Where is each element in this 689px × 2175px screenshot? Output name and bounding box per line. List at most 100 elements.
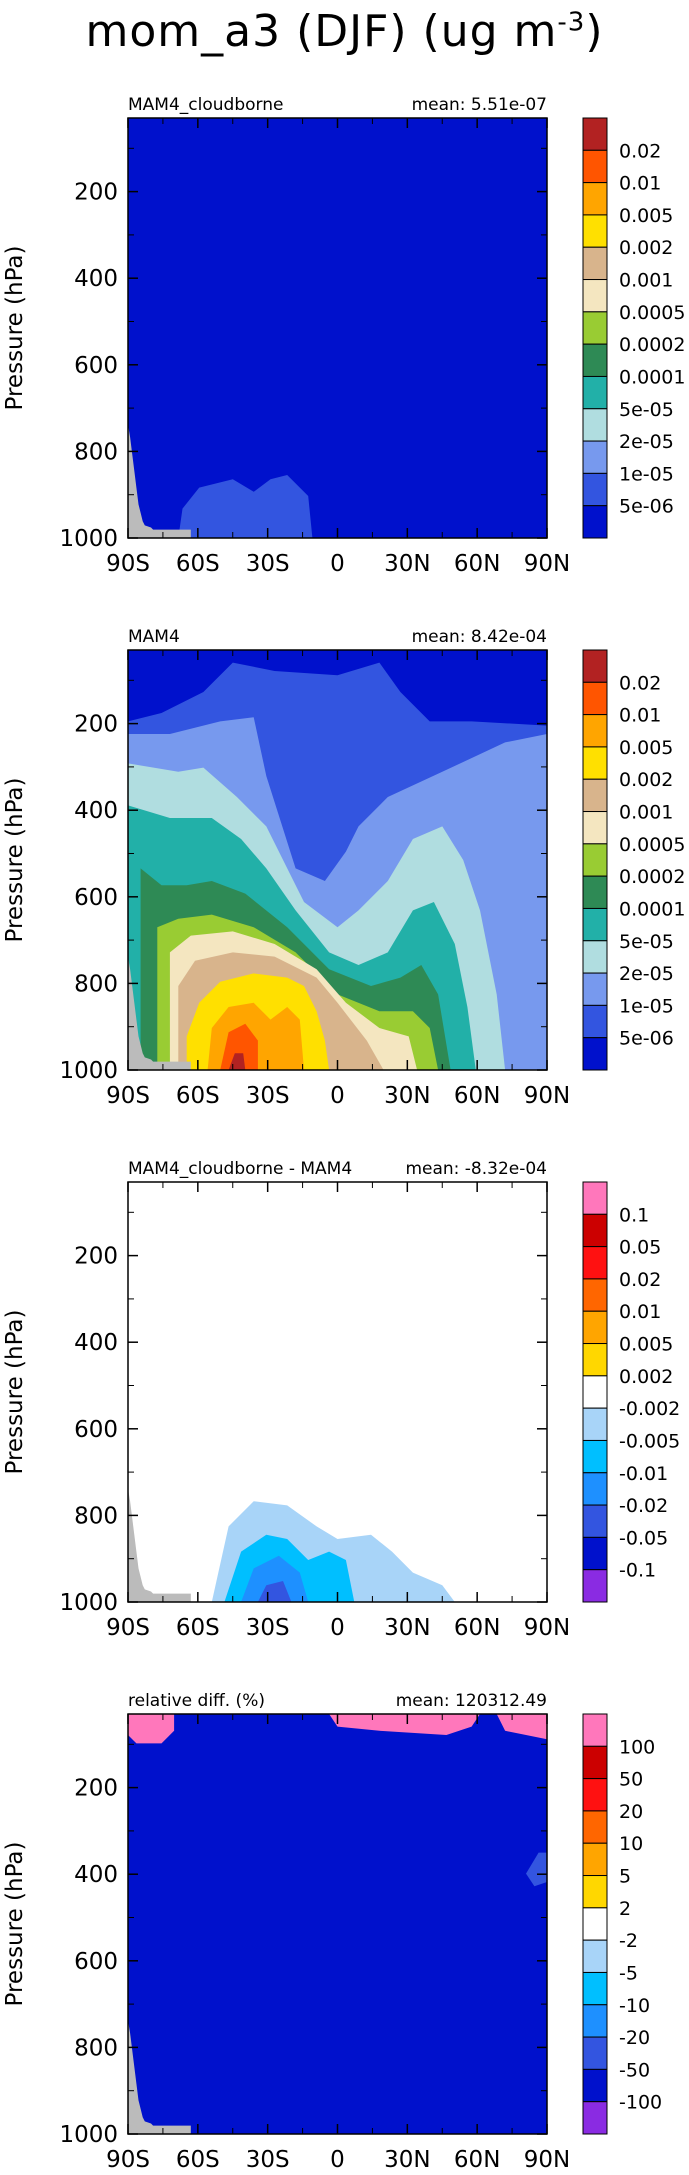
colorbar-label: -2 xyxy=(619,1930,638,1952)
panel-label: relative diff. (%) xyxy=(128,1691,265,1711)
x-tick-label: 60S xyxy=(176,1083,220,1109)
colorbar-box xyxy=(582,2004,608,2038)
x-tick-label: 0 xyxy=(330,1083,345,1109)
y-tick-label: 600 xyxy=(74,353,118,379)
colorbar-box xyxy=(582,505,608,539)
colorbar-label: 0.01 xyxy=(619,1301,661,1323)
x-tick-label: 90S xyxy=(106,1615,150,1641)
colorbar-box xyxy=(582,1907,608,1941)
colorbar-label: 10 xyxy=(619,1833,643,1855)
colorbar-label: 0.001 xyxy=(619,270,673,292)
x-tick-label: 30N xyxy=(384,551,430,577)
x-tick-label: 30S xyxy=(246,2147,290,2173)
colorbar-box xyxy=(582,440,608,474)
colorbar-label: 0.002 xyxy=(619,1366,673,1388)
colorbar-label: 0.002 xyxy=(619,237,673,259)
panel-label: MAM4_cloudborne xyxy=(128,95,283,115)
colorbar-box xyxy=(582,472,608,507)
x-tick-label: 30N xyxy=(384,2147,430,2173)
y-tick-label: 1000 xyxy=(59,1590,118,1616)
x-tick-label: 90N xyxy=(524,1615,570,1641)
colorbar-box xyxy=(582,246,608,281)
colorbar-label: 5e-05 xyxy=(619,931,674,953)
y-tick-label: 400 xyxy=(74,798,118,824)
y-axis-label: Pressure (hPa) xyxy=(2,1842,28,2007)
colorbar-box xyxy=(582,940,608,974)
y-tick-label: 800 xyxy=(74,1503,118,1529)
plot-background xyxy=(128,1182,547,1602)
colorbar-label: 5 xyxy=(619,1866,631,1888)
y-tick-label: 1000 xyxy=(59,2122,118,2148)
x-tick-label: 60N xyxy=(454,1083,500,1109)
y-tick-label: 200 xyxy=(74,1244,118,1270)
colorbar-box xyxy=(582,182,608,216)
contour-panel-3: MAM4_cloudborne - MAM4 mean: -8.32e-04 200… xyxy=(2,1159,680,1641)
figure-title: mom_a3 (DJF) (ug m-3) xyxy=(0,6,689,57)
colorbar-box xyxy=(582,778,608,813)
colorbar-box xyxy=(582,408,608,442)
x-tick-label: 60S xyxy=(176,551,220,577)
colorbar-label: -20 xyxy=(619,2027,650,2049)
y-tick-label: 600 xyxy=(74,885,118,911)
colorbar-box xyxy=(582,1875,608,1909)
colorbar-box xyxy=(582,1778,608,1812)
x-tick-label: 0 xyxy=(330,551,345,577)
colorbar-label: -0.002 xyxy=(619,1398,680,1420)
colorbar-box xyxy=(582,1037,608,1071)
y-tick-label: 800 xyxy=(74,2035,118,2061)
colorbar-label: 0.01 xyxy=(619,705,661,727)
y-axis-label: Pressure (hPa) xyxy=(2,246,28,411)
x-tick-label: 60S xyxy=(176,1615,220,1641)
colorbar-label: -0.02 xyxy=(619,1495,668,1517)
plot-background xyxy=(128,118,547,538)
colorbar-box xyxy=(582,2068,608,2103)
panel-mean-label: mean: 5.51e-07 xyxy=(412,95,547,115)
x-tick-label: 30S xyxy=(246,1615,290,1641)
contour-fill-region xyxy=(241,1555,309,1602)
x-tick-label: 90S xyxy=(106,2147,150,2173)
colorbar-box xyxy=(582,1472,608,1506)
colorbar-box xyxy=(582,907,608,942)
colorbar-label: 0.0005 xyxy=(619,302,685,324)
colorbar-box xyxy=(582,343,608,377)
colorbar-box xyxy=(582,811,608,845)
colorbar-label: 5e-05 xyxy=(619,399,674,421)
colorbar-label: 5e-06 xyxy=(619,1028,674,1050)
x-tick-label: 30S xyxy=(246,551,290,577)
colorbar-box xyxy=(582,649,608,683)
x-tick-label: 90S xyxy=(106,1083,150,1109)
x-tick-label: 60N xyxy=(454,551,500,577)
colorbar-box xyxy=(582,714,608,748)
colorbar-box xyxy=(582,1810,608,1844)
y-tick-label: 200 xyxy=(74,180,118,206)
terrain-mask xyxy=(128,2020,191,2134)
colorbar-label: 0.02 xyxy=(619,672,661,694)
colorbar-label: 0.01 xyxy=(619,173,661,195)
colorbar-label: 0.0005 xyxy=(619,834,685,856)
colorbar-label: 0.001 xyxy=(619,802,673,824)
colorbar-box xyxy=(582,1939,608,1973)
y-tick-label: 800 xyxy=(74,971,118,997)
colorbar-box xyxy=(582,375,608,410)
colorbar-box xyxy=(582,311,608,345)
figure-title-exponent: -3 xyxy=(557,7,586,38)
plot-background xyxy=(128,1714,547,2134)
colorbar-box xyxy=(582,1971,608,2006)
contour-fill-region xyxy=(178,475,313,538)
colorbar-label: -0.05 xyxy=(619,1527,668,1549)
colorbar-box xyxy=(582,1842,608,1877)
panel-mean-label: mean: 8.42e-04 xyxy=(412,627,547,647)
x-tick-label: 90S xyxy=(106,551,150,577)
y-axis-label: Pressure (hPa) xyxy=(2,778,28,943)
colorbar-label: 50 xyxy=(619,1769,643,1791)
x-tick-label: 0 xyxy=(330,1615,345,1641)
colorbar-label: 2 xyxy=(619,1898,631,1920)
colorbar-box xyxy=(582,2101,608,2135)
colorbar-box xyxy=(582,746,608,780)
colorbar-label: 2e-05 xyxy=(619,963,674,985)
colorbar-label: 0.02 xyxy=(619,140,661,162)
x-tick-label: 60N xyxy=(454,2147,500,2173)
figure-title-main: mom_a3 (DJF) (ug m xyxy=(85,6,558,57)
